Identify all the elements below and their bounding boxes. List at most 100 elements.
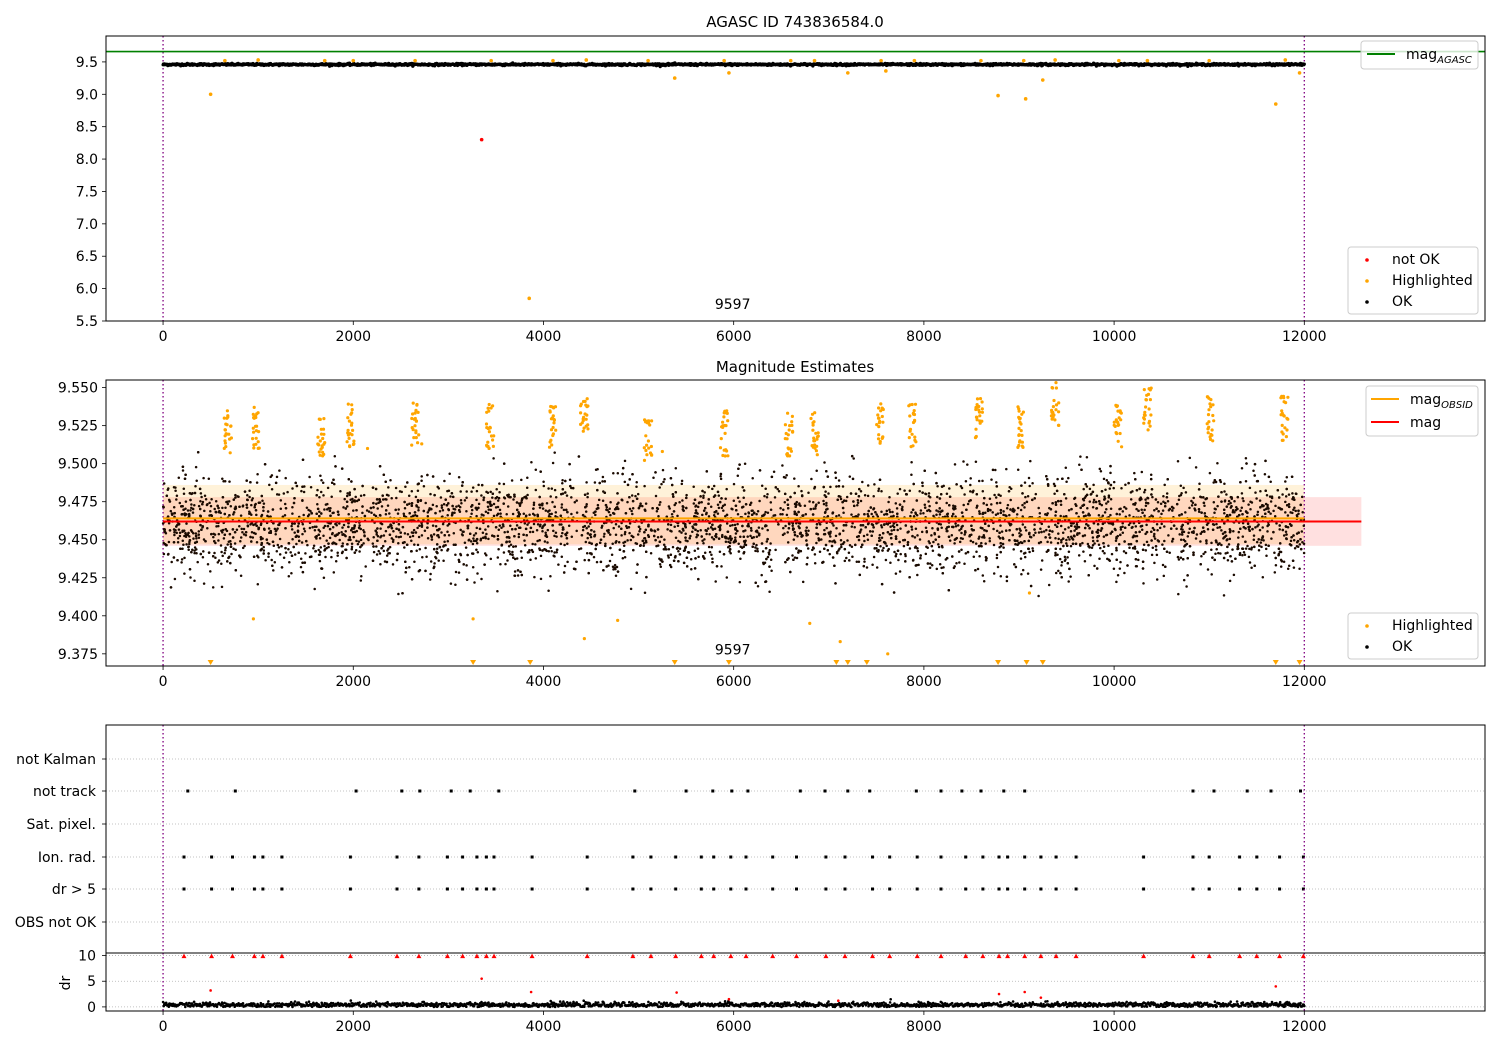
ok-point <box>487 508 491 511</box>
ok-point <box>317 548 320 552</box>
ok-point <box>344 548 347 551</box>
highlighted-point <box>812 58 817 63</box>
ok-point <box>736 522 739 526</box>
ok-point <box>812 507 815 511</box>
ok-point <box>531 530 535 534</box>
ok-point <box>230 552 233 556</box>
ok-point <box>228 480 231 483</box>
panel2-title: Magnitude Estimates <box>716 358 874 376</box>
ok-point <box>350 545 354 549</box>
ok-point <box>587 525 590 528</box>
ok-point <box>374 514 378 518</box>
ok-point <box>866 512 869 516</box>
ok-point <box>167 487 170 490</box>
ok-point <box>484 528 487 531</box>
ok-point <box>1081 541 1084 545</box>
ok-point <box>871 563 874 566</box>
ok-point <box>995 529 999 533</box>
ok-point <box>459 490 462 493</box>
ok-point <box>222 537 226 540</box>
ok-point <box>1186 522 1190 525</box>
ok-point <box>1020 573 1023 576</box>
ok-point <box>382 549 386 553</box>
ok-point <box>1301 511 1304 514</box>
ok-point <box>523 539 526 542</box>
ok-point <box>766 511 770 514</box>
highlighted-point <box>551 58 555 63</box>
ok-point <box>553 451 556 454</box>
ok-point <box>916 534 919 537</box>
ok-point <box>475 526 479 530</box>
ok-point <box>766 493 769 496</box>
ok-point <box>845 556 848 560</box>
ok-point <box>592 555 596 559</box>
ok-point <box>242 527 246 531</box>
ok-point <box>1260 538 1263 542</box>
ok-point <box>440 548 443 552</box>
ok-point <box>962 503 965 507</box>
y-tick-label: 7.0 <box>76 217 98 233</box>
ok-point <box>975 550 978 553</box>
ok-point <box>411 534 415 538</box>
ok-point <box>341 526 344 529</box>
ok-point <box>617 540 621 544</box>
ok-point <box>1240 506 1244 510</box>
ok-point <box>1214 508 1217 511</box>
ok-point <box>616 472 620 475</box>
highlighted-point <box>884 69 888 73</box>
ok-point <box>499 563 502 566</box>
y-tick-label: 9.475 <box>58 495 98 511</box>
ok-point <box>1260 545 1263 549</box>
ok-point <box>792 538 796 541</box>
ok-point <box>958 540 962 544</box>
ok-point <box>944 558 948 561</box>
ok-point <box>520 478 523 482</box>
ok-point <box>318 510 321 514</box>
ok-point <box>863 557 866 561</box>
ok-point <box>1042 530 1046 533</box>
ok-point <box>270 558 273 562</box>
panel1-plot-area: 9597 <box>106 36 1485 321</box>
ok-point <box>785 473 788 477</box>
ok-point <box>290 572 293 575</box>
ok-point <box>387 494 390 497</box>
ok-point <box>1121 531 1125 535</box>
ok-point <box>896 492 899 495</box>
ok-point <box>887 500 890 504</box>
ok-point <box>1270 537 1273 540</box>
highlighted-point <box>846 71 850 75</box>
ok-point <box>919 512 922 515</box>
ok-point <box>866 522 870 526</box>
ok-point <box>631 506 635 510</box>
ok-point <box>1143 514 1146 518</box>
ok-point <box>446 530 449 533</box>
ok-point <box>464 546 468 549</box>
ok-point <box>1282 534 1286 537</box>
ok-point <box>1205 542 1208 545</box>
ok-point <box>1192 496 1195 500</box>
ok-point <box>461 533 464 537</box>
ok-point <box>876 515 880 518</box>
ok-point <box>806 556 809 559</box>
ok-point <box>178 531 182 534</box>
ok-point <box>473 581 476 584</box>
ok-point <box>725 522 729 525</box>
ok-point <box>519 550 523 553</box>
ok-point <box>656 535 660 539</box>
ok-point <box>392 530 395 533</box>
ok-point <box>825 501 828 505</box>
y-tick-label: 9.500 <box>58 457 98 473</box>
ok-point <box>418 524 421 528</box>
ok-point <box>850 525 854 528</box>
ok-point <box>562 508 566 512</box>
ok-point <box>712 513 716 517</box>
ok-point <box>744 512 747 516</box>
y-tick-label: 9.425 <box>58 571 98 587</box>
ok-point <box>1198 482 1201 485</box>
highlighted-point <box>351 58 356 63</box>
ok-point <box>1058 557 1062 561</box>
ok-point <box>1112 486 1115 490</box>
ok-point <box>528 513 531 517</box>
ok-point <box>510 479 514 482</box>
ok-point <box>841 485 845 488</box>
